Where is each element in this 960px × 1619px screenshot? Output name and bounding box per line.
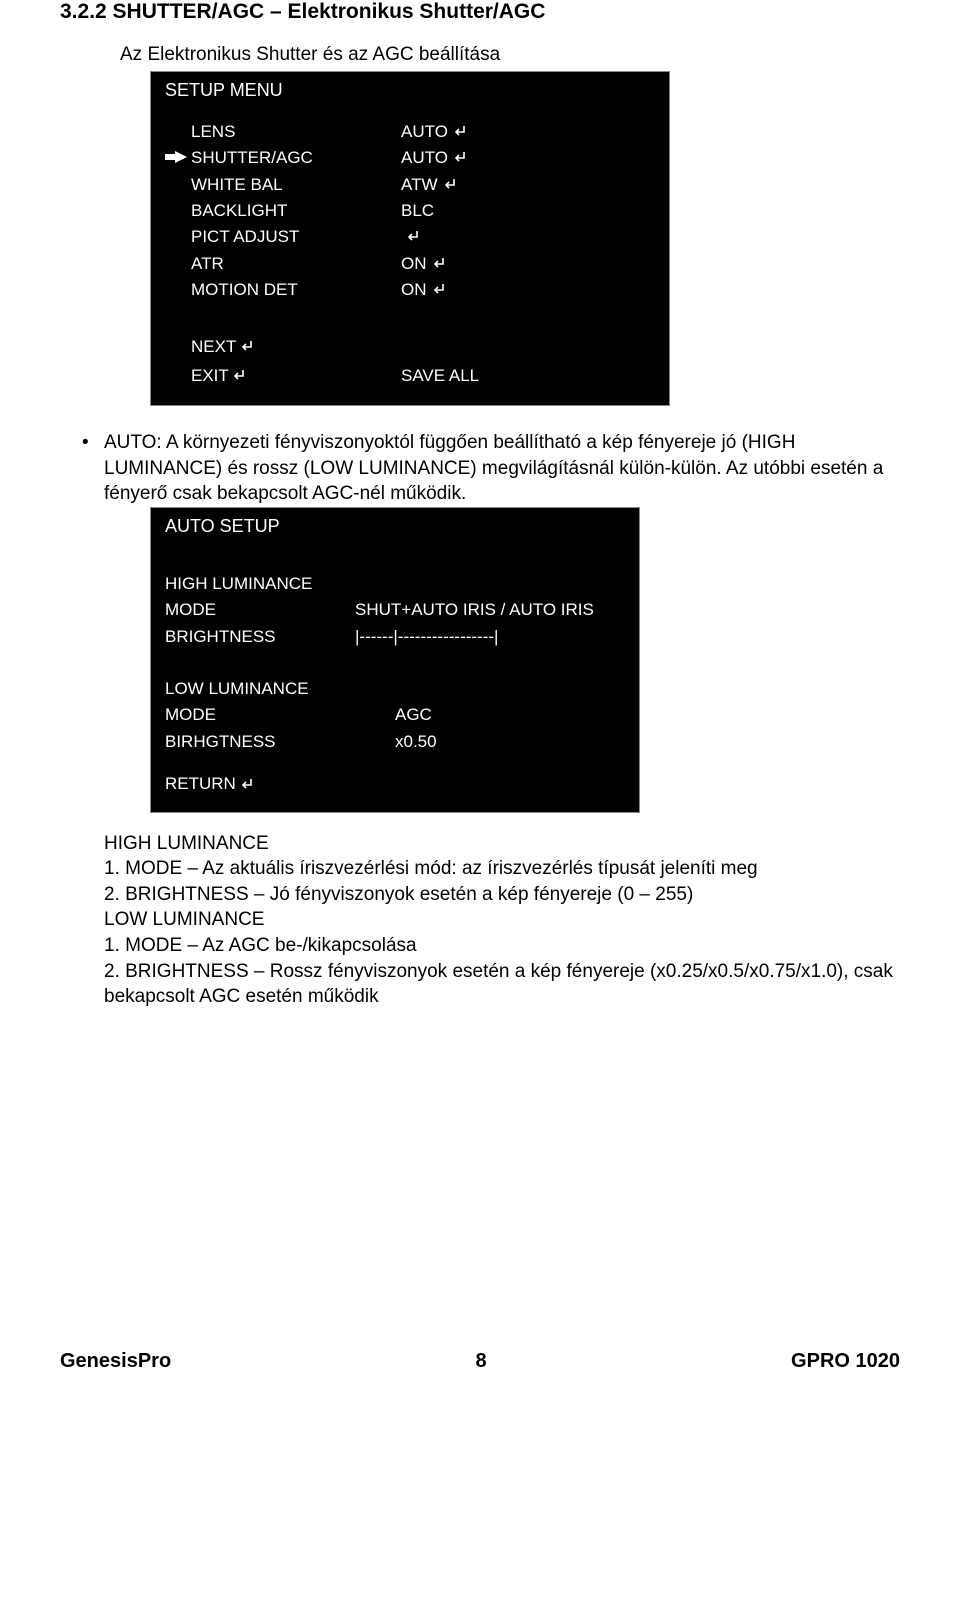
footer-left: GenesisPro — [60, 1350, 171, 1373]
osd-row-value: SHUT+AUTO IRIS / AUTO IRIS — [355, 597, 594, 623]
osd-menu-row: WHITE BALATW — [165, 172, 655, 198]
page-footer: GenesisPro 8 GPRO 1020 — [0, 1350, 960, 1373]
low-luminance-title: LOW LUMINANCE — [104, 907, 870, 933]
list-item: 1. MODE – Az AGC be-/kikapcsolása — [104, 933, 900, 959]
page-content: 3.2.2 SHUTTER/AGC – Elektronikus Shutter… — [0, 0, 960, 1050]
list-item: 1. MODE – Az aktuális íriszvezérlési mód… — [104, 856, 900, 882]
osd-row-label: BIRHGTNESS — [165, 729, 355, 755]
high-luminance-title: HIGH LUMINANCE — [104, 831, 870, 857]
osd-rows: MODESHUT+AUTO IRIS / AUTO IRISBRIGHTNESS… — [165, 597, 625, 650]
arrow-cell — [165, 145, 191, 171]
enter-icon — [241, 340, 253, 352]
osd-menu-row: LENSAUTO — [165, 119, 655, 145]
section-heading: 3.2.2 SHUTTER/AGC – Elektronikus Shutter… — [60, 0, 900, 24]
osd-row-label: ATR — [191, 251, 401, 277]
osd-row-label: MODE — [165, 702, 355, 728]
bullet-text: AUTO: A környezeti fényviszonyoktól függ… — [104, 430, 900, 507]
osd-row-value — [401, 224, 419, 250]
osd-row-value: ATW — [401, 172, 456, 198]
pointer-arrow-icon — [165, 151, 187, 163]
osd-menu-row: MOTION DETON — [165, 277, 655, 303]
osd-return-label: RETURN — [165, 771, 236, 797]
osd-row-value: AUTO — [401, 119, 466, 145]
osd-auto-setup: AUTO SETUP HIGH LUMINANCE MODESHUT+AUTO … — [150, 507, 640, 812]
osd-menu-row: BRIGHTNESS|------|-----------------| — [165, 624, 625, 650]
enter-icon — [241, 778, 253, 790]
osd-row-value: ON — [401, 251, 445, 277]
enter-icon — [407, 230, 419, 242]
osd-title: AUTO SETUP — [165, 516, 625, 537]
osd-row-label: MODE — [165, 597, 355, 623]
osd-group-title: HIGH LUMINANCE — [165, 571, 355, 597]
enter-icon — [433, 257, 445, 269]
list-item: 2. BRIGHTNESS – Jó fényviszonyok esetén … — [104, 882, 900, 908]
osd-menu-row: BIRHGTNESSx0.50 — [165, 729, 625, 755]
osd-menu-row: BACKLIGHTBLC — [165, 198, 655, 224]
osd-save-label: SAVE ALL — [401, 362, 479, 391]
osd-footer: NEXT EXIT SAVE ALL — [165, 333, 655, 391]
osd-row-value: AUTO — [401, 145, 466, 171]
osd-rows: MODEAGCBIRHGTNESSx0.50 — [165, 702, 625, 755]
osd-exit-label: EXIT — [191, 366, 228, 385]
enter-icon — [233, 369, 245, 381]
osd-setup-menu: SETUP MENU LENSAUTOSHUTTER/AGCAUTOWHITE … — [150, 71, 670, 406]
osd-row-value: |------|-----------------| — [355, 624, 498, 650]
osd-menu-row: MODEAGC — [165, 702, 625, 728]
osd-next-label: NEXT — [191, 337, 236, 356]
osd-rows: LENSAUTOSHUTTER/AGCAUTOWHITE BALATWBACKL… — [165, 119, 655, 303]
footer-page-number: 8 — [476, 1350, 487, 1373]
footer-right: GPRO 1020 — [791, 1350, 900, 1373]
enter-icon — [454, 125, 466, 137]
osd-row-label: WHITE BAL — [191, 172, 401, 198]
osd-row-value: BLC — [401, 198, 434, 224]
enter-icon — [444, 178, 456, 190]
osd-row-label: LENS — [191, 119, 401, 145]
intro-text: Az Elektronikus Shutter és az AGC beállí… — [120, 44, 900, 66]
osd-row-label: PICT ADJUST — [191, 224, 401, 250]
osd-menu-row: SHUTTER/AGCAUTO — [165, 145, 655, 171]
osd-row-value: x0.50 — [355, 729, 437, 755]
osd-row-label: BACKLIGHT — [191, 198, 401, 224]
osd-menu-row: PICT ADJUST — [165, 224, 655, 250]
bullet-marker: • — [82, 430, 104, 507]
enter-icon — [454, 151, 466, 163]
bullet-block: • AUTO: A környezeti fényviszonyoktól fü… — [82, 430, 900, 507]
osd-row-label: MOTION DET — [191, 277, 401, 303]
osd-menu-row: ATRON — [165, 251, 655, 277]
osd-title: SETUP MENU — [165, 80, 655, 101]
list-item: 2. BRIGHTNESS – Rossz fényviszonyok eset… — [104, 959, 900, 1010]
osd-group-title: LOW LUMINANCE — [165, 676, 355, 702]
enter-icon — [433, 283, 445, 295]
osd-row-value: ON — [401, 277, 445, 303]
osd-menu-row: MODESHUT+AUTO IRIS / AUTO IRIS — [165, 597, 625, 623]
osd-row-value: AGC — [355, 702, 432, 728]
osd-row-label: BRIGHTNESS — [165, 624, 355, 650]
osd-row-label: SHUTTER/AGC — [191, 145, 401, 171]
